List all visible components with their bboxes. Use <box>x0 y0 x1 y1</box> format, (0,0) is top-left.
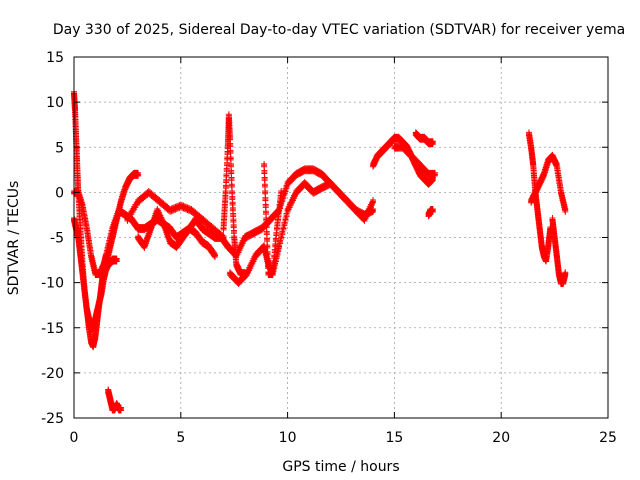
series-arc-g <box>135 206 218 260</box>
chart-title: Day 330 of 2025, Sidereal Day-to-day VTE… <box>53 22 625 38</box>
series-arc-f <box>124 187 227 242</box>
data-point <box>107 233 114 240</box>
data-point <box>108 230 115 237</box>
data-point <box>105 243 112 250</box>
series-arc-n <box>412 129 436 148</box>
series-arc-i <box>224 165 377 260</box>
data-point <box>117 407 124 414</box>
y-tick-label: -10 <box>41 276 64 292</box>
series-arc-o <box>425 206 436 220</box>
data-point <box>220 235 227 242</box>
y-axis-label: SDTVAR / TECUs <box>6 181 22 296</box>
series-arc-m <box>391 142 438 179</box>
data-point <box>103 250 110 257</box>
x-axis-label: GPS time / hours <box>282 459 399 475</box>
series-arc-r <box>549 215 569 288</box>
series-arc-a <box>71 88 120 333</box>
x-tick-label: 15 <box>385 430 403 446</box>
data-point <box>273 226 280 233</box>
data-point <box>107 237 114 244</box>
axis-ticks: 0 5 10 15 20 25 -25 -20 -15 -10 -5 0 5 10 15 <box>41 50 617 446</box>
x-tick-label: 20 <box>492 430 510 446</box>
data-points <box>71 88 569 414</box>
y-tick-label: -20 <box>41 366 64 382</box>
data-point <box>106 240 113 247</box>
x-tick-label: 0 <box>70 430 79 446</box>
data-point <box>113 258 120 265</box>
series-arc-d <box>105 386 124 414</box>
y-tick-label: 10 <box>46 95 64 111</box>
y-tick-label: -25 <box>41 411 64 427</box>
grid-lines <box>74 57 608 418</box>
x-tick-label: 10 <box>279 430 297 446</box>
data-point <box>103 253 110 260</box>
y-tick-label: 0 <box>55 185 64 201</box>
data-point <box>222 185 229 192</box>
x-tick-label: 5 <box>176 430 185 446</box>
data-point <box>223 179 230 186</box>
data-point <box>104 247 111 254</box>
y-tick-label: -15 <box>41 321 64 337</box>
y-tick-label: 15 <box>46 50 64 66</box>
x-tick-label: 25 <box>599 430 617 446</box>
data-point <box>135 172 142 179</box>
y-tick-label: 5 <box>55 140 64 156</box>
y-tick-label: -5 <box>50 231 64 247</box>
